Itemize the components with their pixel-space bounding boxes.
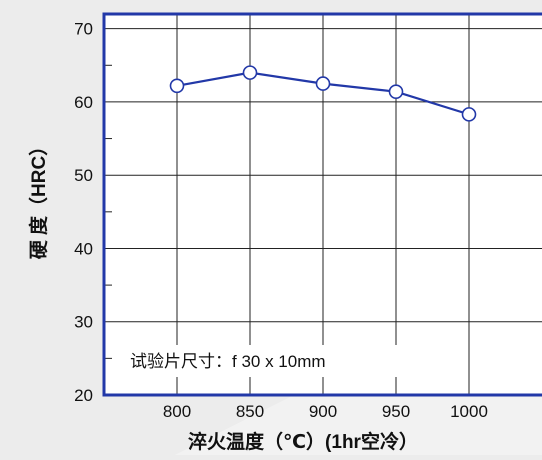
y-tick-labels: 20 30 40 50 60 70 [74,20,93,405]
series [169,65,477,122]
y-tick-label: 50 [74,166,93,185]
x-tick-label: 800 [163,402,191,421]
y-axis-title: 硬 度（HRC） [27,137,50,259]
annotation: 试验片尺寸：f 30 x 10mm [130,352,326,371]
data-point [388,84,404,99]
x-tick-label: 850 [236,402,264,421]
data-point [242,65,258,80]
y-tick-label: 60 [74,93,93,112]
y-tick-label: 30 [74,313,93,332]
annotation-background [120,345,402,377]
plot-frame [102,12,542,397]
x-tick-label: 1000 [450,402,488,421]
x-axis-title: 淬火温度（℃）(1hr空冷） [188,430,418,453]
grid [104,14,542,395]
y-tick-label: 70 [74,20,93,39]
y-tick-label: 20 [74,386,93,405]
data-point [169,78,185,94]
y-tick-label: 40 [74,239,93,258]
x-tick-labels: 800 850 900 950 1000 [163,402,488,421]
x-tick-label: 950 [382,402,410,421]
x-tick-label: 900 [309,402,337,421]
data-point [461,107,477,122]
data-point [315,76,331,91]
